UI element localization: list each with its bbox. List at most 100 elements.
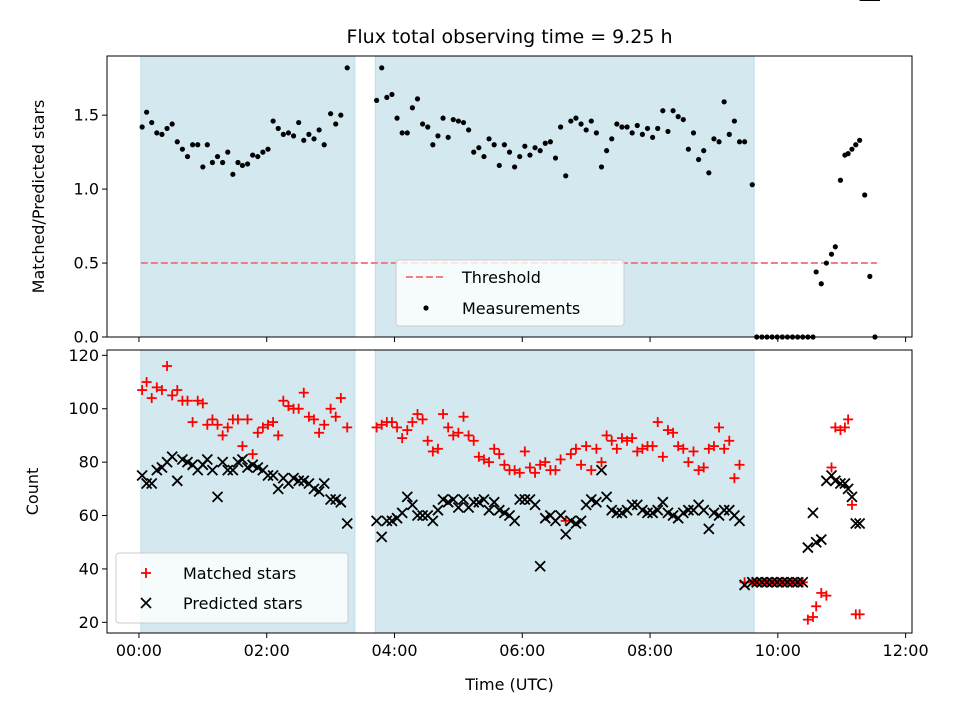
predicted-star-point bbox=[802, 541, 814, 554]
x-tick-label: 12:00 bbox=[883, 641, 929, 660]
measurement-point bbox=[414, 96, 421, 102]
predicted-star-point bbox=[519, 493, 531, 506]
x-marker-b bbox=[575, 515, 587, 527]
matched-star-point bbox=[688, 446, 699, 457]
x-marker-b bbox=[313, 485, 325, 498]
matched-star-point bbox=[207, 414, 218, 425]
predicted-star-point bbox=[626, 499, 638, 511]
measurement-point bbox=[837, 177, 844, 183]
x-marker-b bbox=[488, 496, 500, 508]
predicted-star-point bbox=[718, 504, 730, 516]
measurement-point bbox=[321, 142, 327, 148]
predicted-star-point bbox=[140, 477, 153, 490]
measurement-point bbox=[857, 137, 863, 143]
x-marker-b bbox=[272, 483, 284, 495]
measurement-point bbox=[225, 149, 231, 155]
measurement-point bbox=[501, 142, 507, 148]
measurement-point bbox=[832, 244, 838, 250]
matched-star-point bbox=[524, 462, 535, 473]
x-marker-b bbox=[247, 459, 259, 471]
matched-star-point bbox=[839, 422, 850, 433]
matched-star-point bbox=[453, 427, 464, 438]
x-marker-b bbox=[483, 504, 495, 516]
measurement-point bbox=[481, 153, 487, 160]
x-tick-label: 06:00 bbox=[499, 641, 545, 660]
x-marker-b bbox=[370, 515, 383, 527]
matched-star-point bbox=[816, 587, 827, 598]
measurement-point bbox=[660, 108, 666, 114]
matched-star-point bbox=[376, 419, 387, 430]
matched-star-point bbox=[303, 411, 314, 422]
matched-star-point bbox=[662, 425, 673, 436]
measurement-point bbox=[670, 108, 676, 114]
x-marker-b bbox=[611, 507, 623, 519]
bottom-panel: 20 40 60 80 100 120 00:00 02:00 04:00 06:00 08:00… bbox=[23, 0, 929, 694]
matched-star-point bbox=[657, 451, 668, 462]
x-marker-b bbox=[201, 453, 213, 466]
matched-star-point bbox=[443, 422, 454, 433]
top-x-ticks bbox=[138, 337, 907, 342]
x-marker-b bbox=[293, 475, 305, 487]
measurement-point bbox=[311, 136, 317, 142]
x-marker-b bbox=[662, 507, 674, 519]
matched-star-point bbox=[703, 443, 714, 454]
measurement-point bbox=[867, 273, 873, 279]
x-marker-b bbox=[792, 576, 804, 588]
x-marker-b bbox=[544, 509, 557, 522]
measurement-point bbox=[742, 139, 748, 145]
predicted-star-point bbox=[313, 485, 325, 498]
measurement-point bbox=[624, 124, 630, 130]
x-marker-b bbox=[140, 597, 152, 609]
bottom-axes-frame bbox=[106, 349, 913, 634]
predicted-star-point bbox=[756, 576, 768, 588]
measurement-point bbox=[634, 122, 640, 129]
matched-star-point bbox=[325, 403, 336, 414]
predicted-star-point bbox=[201, 453, 213, 466]
measurement-point bbox=[179, 146, 185, 152]
matched-star-point bbox=[432, 443, 443, 454]
matched-star-point bbox=[463, 430, 474, 441]
matched-star-point bbox=[499, 459, 510, 470]
measurement-point bbox=[609, 136, 615, 142]
matched-star-point bbox=[673, 441, 684, 452]
measurement-point bbox=[593, 130, 599, 136]
matched-star-point bbox=[637, 443, 648, 454]
matched-star-point bbox=[519, 446, 530, 457]
measurement-point bbox=[537, 148, 543, 154]
x-marker-b bbox=[514, 493, 526, 506]
matched-star-point bbox=[668, 427, 679, 438]
x-marker-b bbox=[746, 576, 758, 588]
predicted-star-point bbox=[217, 456, 229, 468]
matched-star-point bbox=[601, 430, 612, 441]
measurement-point bbox=[650, 134, 656, 140]
measurement-point bbox=[598, 164, 605, 170]
measurement-point bbox=[818, 281, 824, 287]
top-axes-frame bbox=[106, 55, 913, 338]
predicted-star-point bbox=[411, 509, 424, 522]
matched-star-point bbox=[197, 398, 208, 409]
matched-star-point bbox=[417, 414, 428, 425]
x-marker-b bbox=[324, 493, 337, 506]
measurement-point bbox=[563, 173, 569, 179]
matched-star-point bbox=[802, 614, 813, 625]
matched-star-point bbox=[252, 427, 263, 438]
measurement-point bbox=[190, 142, 196, 148]
x-marker-b bbox=[846, 491, 858, 503]
y-tick-label: 1.5 bbox=[74, 106, 99, 125]
x-marker-b bbox=[186, 459, 199, 471]
measurement-point bbox=[471, 149, 477, 155]
matched-star-point bbox=[212, 419, 223, 430]
measurement-point bbox=[399, 130, 405, 136]
measurement-point bbox=[696, 156, 702, 163]
matched-star-point bbox=[683, 457, 694, 468]
matched-star-point bbox=[402, 425, 413, 436]
predicted-star-point bbox=[781, 576, 794, 588]
y-tick-label: 1.0 bbox=[74, 180, 99, 199]
measurement-point bbox=[328, 111, 334, 117]
x-marker-b bbox=[206, 464, 219, 476]
matched-star-point bbox=[293, 403, 304, 414]
x-marker-b bbox=[181, 456, 194, 468]
predicted-star-point bbox=[483, 504, 495, 516]
measurement-point bbox=[604, 148, 610, 154]
x-marker-b bbox=[136, 469, 148, 482]
